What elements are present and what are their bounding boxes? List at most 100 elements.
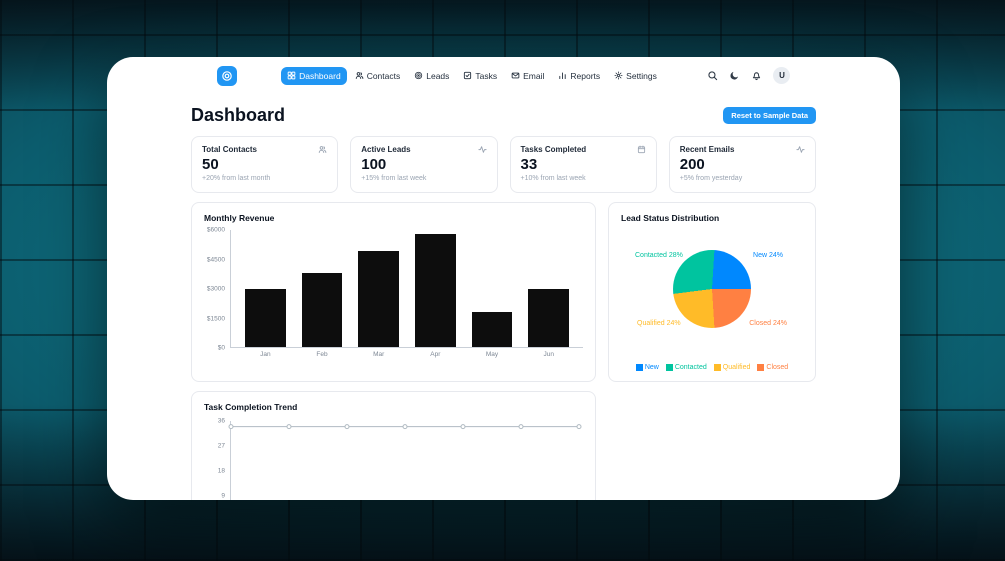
bar-jun — [528, 288, 570, 347]
pie-label-closed: Closed 24% — [749, 320, 787, 327]
bar-mar — [358, 251, 400, 347]
bar-column — [520, 230, 577, 347]
theme-toggle-button[interactable] — [729, 70, 740, 81]
bar-apr — [414, 233, 456, 347]
legend-label: Closed — [766, 364, 789, 371]
legend-swatch — [635, 364, 643, 371]
stat-note: +15% from last week — [361, 175, 427, 182]
top-navigation-bar: Dashboard Contacts — [107, 57, 900, 94]
y-tick-label: $6000 — [206, 226, 225, 234]
stat-value: 200 — [679, 156, 705, 173]
x-tick-label: Jun — [543, 351, 554, 358]
monthly-revenue-card: Monthly Revenue $6000 $4500 $3000 $1500 $0 J… — [191, 202, 596, 382]
nav-item-email[interactable]: Email — [505, 67, 550, 85]
pie-label-new: New 24% — [753, 252, 783, 259]
stat-title: Active Leads — [361, 145, 411, 154]
pie-label-qualified: Qualified 24% — [637, 320, 681, 327]
stat-note: +10% from last week — [520, 175, 586, 182]
stat-card-tasks-completed: Tasks Completed 33 +10% from last week — [509, 136, 657, 193]
legend-item-closed: Closed — [757, 364, 788, 371]
gear-icon — [614, 71, 623, 80]
bar-feb — [301, 272, 343, 347]
stat-card-recent-emails: Recent Emails 200 +5% from yesterday — [668, 136, 816, 193]
target-icon — [221, 70, 233, 82]
stat-note: +5% from yesterday — [679, 175, 743, 182]
legend-swatch — [665, 364, 673, 371]
revenue-x-labels: Jan Feb Mar Apr May Jun — [231, 351, 583, 358]
pie-label-contacted: Contacted 28% — [635, 252, 683, 259]
notifications-button[interactable] — [751, 70, 762, 81]
nav-label: Leads — [426, 70, 450, 81]
mail-icon — [511, 71, 520, 80]
revenue-plot — [230, 230, 583, 348]
pie-chart — [673, 250, 751, 328]
y-tick-label: $1500 — [206, 315, 225, 322]
grid-icon — [287, 71, 296, 80]
nav-item-settings[interactable]: Settings — [608, 67, 663, 85]
chart-title: Lead Status Distribution — [621, 213, 720, 223]
y-tick-label: $0 — [217, 344, 225, 352]
x-tick-label: Feb — [316, 351, 328, 358]
y-tick-label: $3000 — [206, 285, 225, 293]
page-header: Dashboard Reset to Sample Data — [191, 106, 816, 124]
nav-label: Tasks — [475, 70, 498, 81]
y-tick-label: 27 — [217, 442, 225, 450]
activity-icon — [477, 145, 487, 154]
nav-item-tasks[interactable]: Tasks — [457, 67, 503, 85]
legend-swatch — [757, 364, 765, 371]
chart-title: Monthly Revenue — [204, 213, 275, 223]
stat-card-total-contacts: Total Contacts 50 +20% from last month — [191, 136, 339, 193]
x-tick-label: May — [485, 351, 499, 358]
app-window: Dashboard Contacts — [107, 57, 900, 500]
search-icon — [707, 70, 718, 81]
nav-label: Contacts — [366, 70, 401, 81]
main-nav: Dashboard Contacts — [281, 66, 663, 85]
nav-item-contacts[interactable]: Contacts — [349, 67, 407, 85]
bar-chart-icon — [558, 71, 567, 80]
revenue-chart: $6000 $4500 $3000 $1500 $0 — [204, 226, 583, 352]
nav-label: Reports — [570, 70, 601, 81]
legend-item-contacted: Contacted — [665, 364, 707, 371]
bar-may — [471, 311, 513, 347]
legend-label: Qualified — [722, 364, 751, 371]
lead-status-card: Lead Status Distribution Contacted 28% N… — [608, 202, 816, 382]
users-icon — [318, 145, 327, 154]
users-icon — [355, 71, 364, 80]
reset-sample-data-button[interactable]: Reset to Sample Data — [723, 106, 816, 124]
trend-row: Task Completion Trend 36 27 18 9 — [191, 391, 816, 500]
trend-y-axis: 36 27 18 9 — [204, 417, 230, 500]
lead-status-chart: Contacted 28% New 24% Qualified 24% Clos… — [621, 225, 803, 373]
bar-column — [237, 230, 294, 347]
target-icon — [414, 71, 423, 80]
legend-swatch — [713, 364, 721, 371]
charts-row: Monthly Revenue $6000 $4500 $3000 $1500 $0 J… — [191, 202, 816, 382]
legend-label: Contacted — [674, 364, 707, 371]
calendar-icon — [637, 145, 646, 154]
nav-label: Dashboard — [299, 70, 341, 81]
app-logo — [216, 65, 237, 86]
bar-column — [464, 230, 521, 347]
nav-label: Email — [523, 70, 545, 81]
x-tick-label: Mar — [373, 351, 385, 358]
legend-item-qualified: Qualified — [713, 364, 751, 371]
bar-column — [407, 230, 464, 347]
nav-item-reports[interactable]: Reports — [552, 67, 606, 85]
y-tick-label: 18 — [217, 467, 225, 475]
nav-item-dashboard[interactable]: Dashboard — [281, 66, 347, 85]
nav-label: Settings — [626, 70, 657, 81]
y-tick-label: 9 — [221, 492, 225, 500]
activity-icon — [796, 145, 805, 154]
y-tick-label: $4500 — [206, 256, 225, 263]
check-square-icon — [463, 71, 472, 80]
pie-legend: New Contacted Qualified Closed — [621, 364, 803, 371]
stat-title: Total Contacts — [202, 145, 257, 154]
bar-column — [294, 230, 351, 347]
chart-title: Task Completion Trend — [204, 402, 298, 412]
search-button[interactable] — [707, 70, 718, 81]
trend-plot — [228, 421, 583, 500]
stat-value: 33 — [520, 156, 538, 173]
y-tick-label: 36 — [217, 417, 225, 425]
revenue-y-axis: $6000 $4500 $3000 $1500 $0 — [204, 226, 230, 352]
nav-item-leads[interactable]: Leads — [408, 67, 455, 85]
user-avatar[interactable]: U — [773, 67, 791, 84]
